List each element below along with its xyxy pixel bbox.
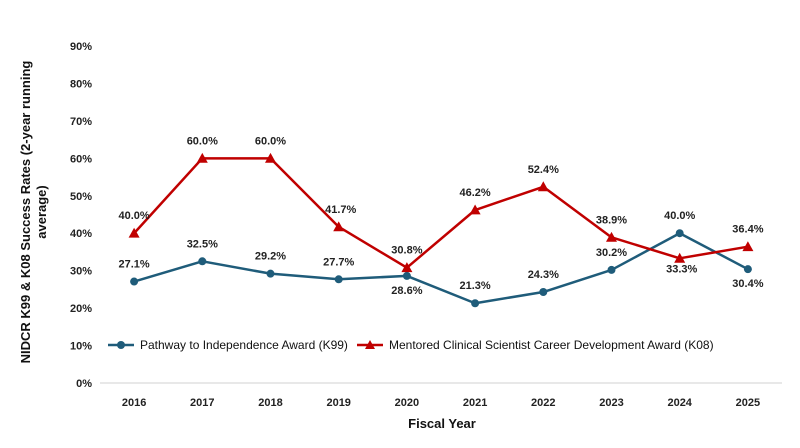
legend-item: Mentored Clinical Scientist Career Devel… <box>357 338 714 352</box>
data-label: 28.6% <box>391 285 422 297</box>
y-axis-title: NIDCR K99 & K08 Success Rates (2-year ru… <box>18 61 49 364</box>
y-tick-label: 60% <box>70 153 92 165</box>
data-label: 60.0% <box>255 135 286 147</box>
y-tick-label: 10% <box>70 341 92 353</box>
data-point <box>130 277 139 286</box>
x-tick-label: 2016 <box>122 397 146 409</box>
data-label: 38.9% <box>596 214 627 226</box>
data-label: 46.2% <box>459 187 490 199</box>
data-point <box>128 227 140 238</box>
series-k08: 40.0% 60.0% 60.0% 41.7% 30.8% 46.2% 52.4% 38.9%… <box>118 135 763 275</box>
series-line <box>133 157 749 269</box>
data-point <box>198 257 207 266</box>
data-point <box>196 152 208 163</box>
x-tick-label: 2025 <box>736 397 760 409</box>
y-tick-label: 90% <box>70 41 92 53</box>
data-label: 30.2% <box>596 247 627 259</box>
series-layer: 27.1% 32.5% 29.2% 27.7% 28.6% 21.3% 24.3% 30.2%… <box>118 135 764 308</box>
x-tick-label: 2022 <box>531 397 555 409</box>
data-point <box>674 252 686 263</box>
data-point <box>333 221 345 232</box>
legend-label: Pathway to Independence Award (K99) <box>140 338 348 352</box>
data-label: 27.7% <box>323 256 354 268</box>
data-point <box>266 269 275 278</box>
series-k99: 27.1% 32.5% 29.2% 27.7% 28.6% 21.3% 24.3% 30.2%… <box>118 210 764 308</box>
data-point <box>675 229 684 238</box>
data-label: 40.0% <box>118 210 149 222</box>
data-point <box>402 271 411 280</box>
data-label: 40.0% <box>664 210 695 222</box>
data-point <box>742 241 754 252</box>
y-tick-label: 0% <box>76 378 92 390</box>
y-tick-label: 40% <box>70 228 92 240</box>
data-label: 27.1% <box>118 259 149 271</box>
legend-item: Pathway to Independence Award (K99) <box>108 338 348 352</box>
y-axis-title-line-2: average) <box>34 185 49 238</box>
legend: Pathway to Independence Award (K99) Mento… <box>108 338 714 352</box>
x-tick-label: 2024 <box>667 397 692 409</box>
y-tick-label: 50% <box>70 191 92 203</box>
data-point <box>537 181 549 192</box>
y-tick-label: 80% <box>70 78 92 90</box>
y-tick-label: 30% <box>70 266 92 278</box>
data-label: 41.7% <box>325 204 356 216</box>
data-label: 33.3% <box>666 263 697 275</box>
legend-marker <box>365 340 375 349</box>
data-label: 29.2% <box>255 251 286 263</box>
data-point <box>607 265 616 274</box>
y-tick-label: 70% <box>70 116 92 128</box>
x-axis-title: Fiscal Year <box>408 416 476 431</box>
x-tick-label: 2017 <box>190 397 214 409</box>
x-tick-label: 2020 <box>395 397 419 409</box>
x-axis-ticks: 2016 2017 2018 2019 2020 2021 2022 2023 2024 2025 <box>122 397 760 409</box>
data-point <box>539 288 548 297</box>
x-tick-label: 2018 <box>258 397 282 409</box>
data-point <box>334 275 343 284</box>
y-axis-title-line-1: NIDCR K99 & K08 Success Rates (2-year ru… <box>18 61 33 364</box>
y-tick-label: 20% <box>70 303 92 315</box>
data-label: 36.4% <box>732 224 763 236</box>
data-point <box>471 299 480 308</box>
series-line <box>133 231 749 305</box>
data-point <box>743 265 752 274</box>
data-label: 30.8% <box>391 245 422 257</box>
x-tick-label: 2021 <box>463 397 487 409</box>
y-axis-ticks: 0% 10% 20% 30% 40% 50% 60% 70% 80% 90% <box>70 41 92 390</box>
x-tick-label: 2023 <box>599 397 623 409</box>
data-label: 32.5% <box>187 238 218 250</box>
legend-label: Mentored Clinical Scientist Career Devel… <box>389 338 714 352</box>
data-label: 52.4% <box>528 164 559 176</box>
data-label: 60.0% <box>187 135 218 147</box>
legend-marker <box>117 341 125 349</box>
data-point <box>469 204 481 215</box>
data-label: 24.3% <box>528 269 559 281</box>
data-label: 30.4% <box>732 278 763 290</box>
x-tick-label: 2019 <box>326 397 350 409</box>
data-label: 21.3% <box>459 280 490 292</box>
data-point <box>265 152 276 163</box>
data-point <box>401 262 413 273</box>
data-point <box>606 231 617 242</box>
